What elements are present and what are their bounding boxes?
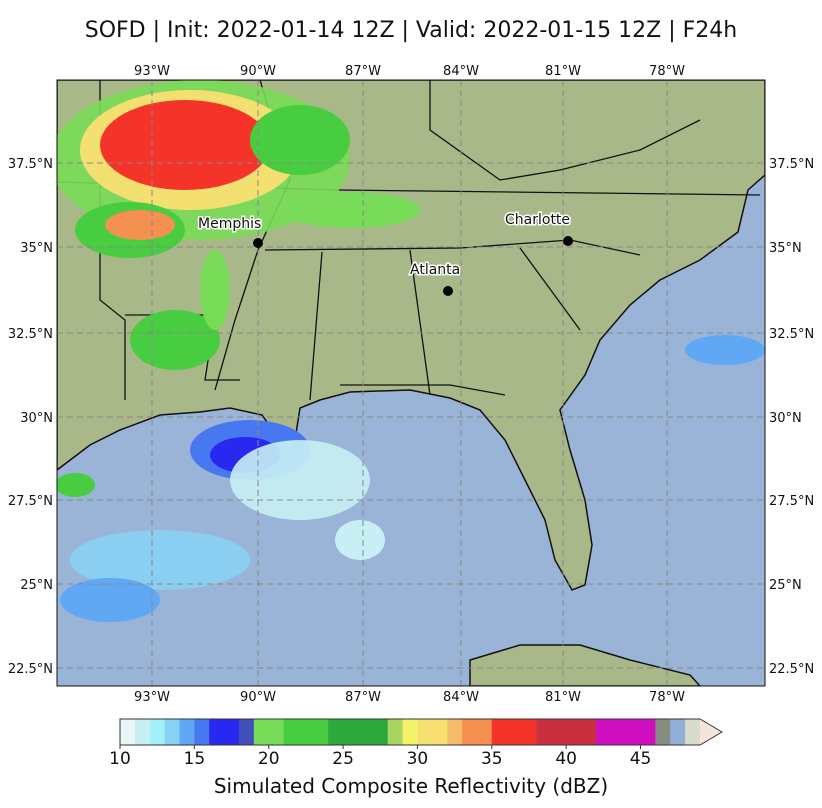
- map-title: SOFD | Init: 2022-01-14 12Z | Valid: 202…: [84, 18, 738, 43]
- svg-text:30°N: 30°N: [20, 411, 53, 426]
- colorbar-tick-label: 15: [184, 749, 206, 769]
- colorbar-segment: [417, 719, 448, 745]
- svg-text:37.5°N: 37.5°N: [769, 157, 814, 172]
- svg-text:32.5°N: 32.5°N: [769, 327, 814, 342]
- lat-ticks-left: 37.5°N 35°N 32.5°N 30°N 27.5°N 25°N 22.5…: [8, 157, 53, 677]
- lon-ticks-bottom: 93°W 90°W 87°W 84°W 81°W 78°W: [134, 690, 685, 705]
- map-frame: [56, 79, 766, 687]
- colorbar-segment: [209, 719, 240, 745]
- colorbar-outline: [119, 718, 723, 746]
- svg-text:27.5°N: 27.5°N: [8, 494, 53, 509]
- colorbar-segment: [595, 719, 656, 745]
- svg-text:93°W: 93°W: [134, 690, 170, 705]
- colorbar-label: Simulated Composite Reflectivity (dBZ): [213, 774, 609, 798]
- colorbar-segment: [164, 719, 180, 745]
- colorbar-segment: [120, 719, 136, 745]
- svg-text:22.5°N: 22.5°N: [8, 662, 53, 677]
- svg-text:81°W: 81°W: [545, 690, 581, 705]
- city-label-atlanta: Atlanta: [410, 262, 460, 278]
- svg-text:35°N: 35°N: [769, 241, 802, 256]
- svg-text:78°W: 78°W: [649, 64, 685, 79]
- svg-text:81°W: 81°W: [545, 64, 581, 79]
- colorbar-tick-label: 30: [407, 749, 429, 769]
- svg-text:90°W: 90°W: [240, 64, 276, 79]
- colorbar-tick-label: 20: [258, 749, 280, 769]
- colorbar-segment: [194, 719, 210, 745]
- colorbar-segment: [328, 719, 389, 745]
- reflectivity-echoes: [57, 80, 765, 622]
- colorbar-tick-label: 35: [481, 749, 503, 769]
- colorbar-segment: [149, 719, 166, 745]
- svg-text:30°N: 30°N: [769, 411, 802, 426]
- colorbar-ticks: 10 15 20 25 30 35 40 45: [109, 749, 651, 769]
- colorbar: [119, 718, 723, 749]
- colorbar-tick-label: 40: [555, 749, 577, 769]
- svg-text:22.5°N: 22.5°N: [769, 662, 814, 677]
- colorbar-segment: [253, 719, 285, 745]
- colorbar-segment: [387, 719, 404, 745]
- colorbar-segment: [670, 719, 686, 745]
- gridlines: [57, 80, 765, 686]
- svg-text:25°N: 25°N: [769, 578, 802, 593]
- colorbar-tick-label: 10: [109, 749, 131, 769]
- svg-text:84°W: 84°W: [443, 690, 479, 705]
- city-label-memphis: Memphis: [198, 216, 261, 232]
- colorbar-segment: [536, 719, 597, 745]
- colorbar-segment: [655, 719, 671, 745]
- svg-text:32.5°N: 32.5°N: [8, 327, 53, 342]
- svg-text:87°W: 87°W: [345, 64, 381, 79]
- colorbar-tick-label: 45: [630, 749, 652, 769]
- colorbar-tick-label: 25: [332, 749, 354, 769]
- city-label-charlotte: Charlotte: [505, 212, 570, 228]
- colorbar-segment: [447, 719, 463, 745]
- colorbar-segment: [179, 719, 195, 745]
- colorbar-segment: [491, 719, 537, 745]
- svg-text:87°W: 87°W: [345, 690, 381, 705]
- svg-text:25°N: 25°N: [20, 578, 53, 593]
- colorbar-segment: [283, 719, 329, 745]
- colorbar-segment: [685, 719, 701, 745]
- svg-text:90°W: 90°W: [240, 690, 276, 705]
- svg-text:27.5°N: 27.5°N: [769, 494, 814, 509]
- lat-ticks-right: 37.5°N 35°N 32.5°N 30°N 27.5°N 25°N 22.5…: [769, 157, 814, 677]
- lon-ticks-top: 93°W 90°W 87°W 84°W 81°W 78°W: [134, 64, 685, 79]
- svg-text:93°W: 93°W: [134, 64, 170, 79]
- colorbar-extend-arrow: [700, 719, 722, 745]
- colorbar-segment: [402, 719, 418, 745]
- colorbar-segment: [462, 719, 493, 745]
- colorbar-segment: [134, 719, 151, 745]
- charlotte-marker: [563, 236, 573, 246]
- svg-text:78°W: 78°W: [649, 690, 685, 705]
- memphis-marker: [253, 238, 263, 248]
- svg-text:37.5°N: 37.5°N: [8, 157, 53, 172]
- svg-text:35°N: 35°N: [20, 241, 53, 256]
- atlanta-marker: [443, 286, 453, 296]
- colorbar-segment: [238, 719, 255, 745]
- svg-text:84°W: 84°W: [443, 64, 479, 79]
